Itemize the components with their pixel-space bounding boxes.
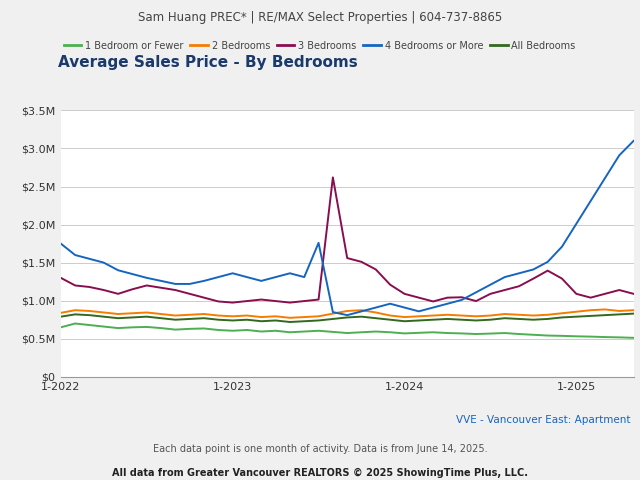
Legend: 1 Bedroom or Fewer, 2 Bedrooms, 3 Bedrooms, 4 Bedrooms or More, All Bedrooms: 1 Bedroom or Fewer, 2 Bedrooms, 3 Bedroo… xyxy=(60,36,580,54)
Text: VVE - Vancouver East: Apartment: VVE - Vancouver East: Apartment xyxy=(456,415,630,425)
Text: Sam Huang PREC* | RE/MAX Select Properties | 604-737-8865: Sam Huang PREC* | RE/MAX Select Properti… xyxy=(138,12,502,24)
Text: Average Sales Price - By Bedrooms: Average Sales Price - By Bedrooms xyxy=(58,55,357,70)
Text: Each data point is one month of activity. Data is from June 14, 2025.: Each data point is one month of activity… xyxy=(153,444,487,454)
Text: All data from Greater Vancouver REALTORS © 2025 ShowingTime Plus, LLC.: All data from Greater Vancouver REALTORS… xyxy=(112,468,528,478)
